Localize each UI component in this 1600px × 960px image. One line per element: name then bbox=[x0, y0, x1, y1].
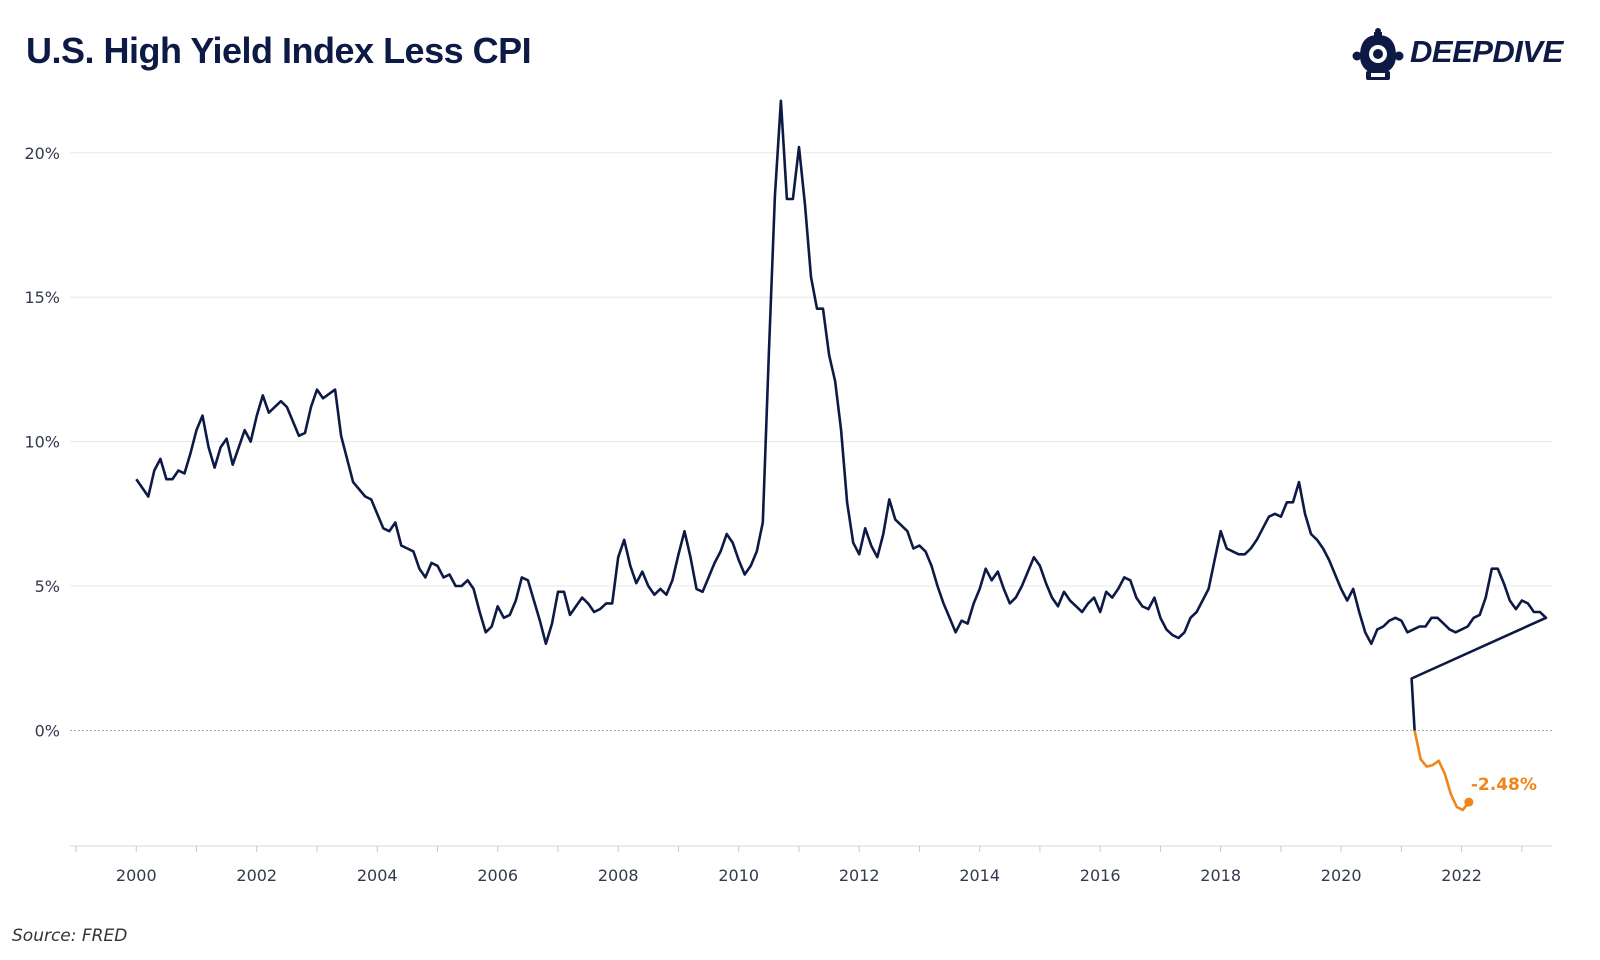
y-axis-ticks: 0% 5% 10% 15% 20% bbox=[24, 144, 60, 741]
diver-helmet-icon bbox=[1352, 28, 1404, 80]
x-tick-label: 2020 bbox=[1321, 866, 1362, 885]
annotation-label: -2.48% bbox=[1471, 775, 1537, 795]
y-tick-label: 20% bbox=[24, 144, 60, 163]
chart-title: U.S. High Yield Index Less CPI bbox=[26, 30, 532, 71]
x-tick-label: 2014 bbox=[959, 866, 1000, 885]
x-tick-label: 2002 bbox=[236, 866, 277, 885]
x-tick-label: 2000 bbox=[116, 866, 157, 885]
x-tick-label: 2010 bbox=[718, 866, 759, 885]
x-tick-label: 2008 bbox=[598, 866, 639, 885]
series-line-negative bbox=[1413, 730, 1470, 812]
source-note: Source: FRED bbox=[12, 926, 128, 946]
x-tick-label: 2012 bbox=[839, 866, 880, 885]
annotation-layer: -2.48% bbox=[1464, 775, 1537, 807]
series-line bbox=[135, 99, 1548, 731]
x-axis: 2000 2002 2004 2006 2008 2010 2012 2014 2016 2018… bbox=[70, 845, 1552, 885]
x-tick-label: 2006 bbox=[477, 866, 518, 885]
y-tick-label: 5% bbox=[35, 577, 60, 596]
brand-logo: DEEPDIVE bbox=[1352, 26, 1582, 86]
y-tick-label: 10% bbox=[24, 433, 60, 452]
annotation-point bbox=[1464, 797, 1474, 807]
x-tick-label: 2016 bbox=[1080, 866, 1121, 885]
x-tick-label: 2022 bbox=[1441, 866, 1482, 885]
x-tick-label: 2004 bbox=[357, 866, 398, 885]
brand-name: DEEPDIVE bbox=[1410, 34, 1563, 69]
y-tick-label: 15% bbox=[24, 288, 60, 307]
y-tick-label: 0% bbox=[35, 721, 60, 740]
x-tick-label: 2018 bbox=[1200, 866, 1241, 885]
gridlines bbox=[70, 152, 1552, 731]
series-lines bbox=[135, 99, 1548, 812]
